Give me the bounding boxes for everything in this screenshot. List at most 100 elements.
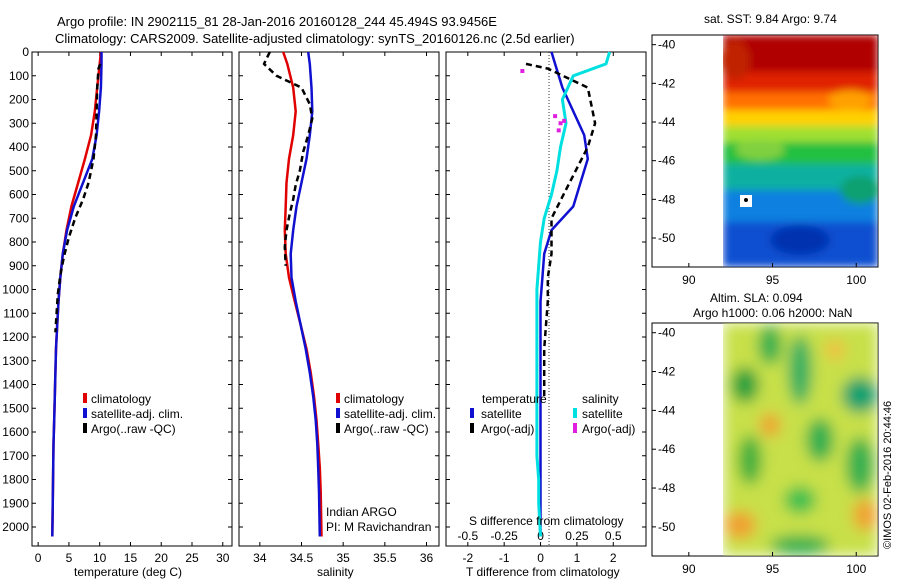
- x-tick-label: 5: [66, 551, 73, 565]
- y-tick-label: 200: [9, 93, 29, 107]
- salinity-axes: [238, 51, 440, 547]
- x-tick-label: 0: [35, 551, 42, 565]
- x-tick-label: 10: [93, 551, 107, 565]
- map-x-tick-label: 100: [846, 273, 866, 287]
- x-tick-label: 15: [124, 551, 138, 565]
- map-x-tick-label: 95: [766, 562, 780, 576]
- map-x-tick-label: 90: [682, 273, 696, 287]
- map-y-tick-label: -44: [658, 115, 676, 129]
- map-y-tick-label: -50: [658, 231, 676, 245]
- sst-map-title: sat. SST: 9.84 Argo: 9.74: [704, 12, 837, 26]
- series-point-salinity-argo-adj: [553, 114, 558, 119]
- salinity-legend: climatology satellite-adj. clim. Argo(..…: [336, 392, 436, 436]
- y-tick-label: 600: [9, 188, 29, 202]
- map-y-tick-label: -48: [658, 192, 676, 206]
- map-x-tick-label: 95: [766, 273, 780, 287]
- map-y-tick-label: -46: [658, 154, 676, 168]
- y-tick-label: 300: [9, 116, 29, 130]
- difference-series: [520, 51, 612, 537]
- x-tick-label: 1: [574, 551, 581, 565]
- sla-map-ticks: 90 95 100 -40 -42 -44 -46 -48 -50: [652, 326, 867, 576]
- temperature-legend-climatology: climatology: [91, 392, 151, 406]
- y-tick-label: 1700: [2, 449, 29, 463]
- y-tick-label: 1400: [2, 378, 29, 392]
- temperature-y-ticks: 0 100 200 300 400 500 600 700 800 900 1000 1100 1200…: [2, 45, 232, 534]
- salinity-annotation-line2: PI: M Ravichandran: [326, 520, 431, 534]
- map-y-tick-label: -46: [658, 442, 676, 456]
- difference-legend-header-temperature: temperature: [482, 392, 547, 406]
- y-tick-label: 1000: [2, 283, 29, 297]
- series-line-argo-raw-qc: [54, 63, 102, 333]
- map-x-tick-label: 100: [846, 562, 866, 576]
- salinity-xlabel: salinity: [317, 565, 354, 579]
- map-y-tick-label: -50: [658, 520, 676, 534]
- x-tick-label: 30: [216, 551, 230, 565]
- sla-map-title-line1: Altim. SLA: 0.094: [710, 291, 803, 305]
- x-tick-label: 36: [420, 551, 434, 565]
- figure-title-line2: Climatology: CARS2009. Satellite-adjuste…: [55, 31, 575, 46]
- series-point-salinity-argo-adj: [556, 128, 561, 133]
- series-line-argo-raw-qc: [262, 51, 314, 266]
- temperature-series: [51, 51, 103, 537]
- difference-legend-temperature-argo: Argo(-adj): [481, 422, 534, 436]
- y-tick-label: 1100: [3, 306, 29, 320]
- x-tick-label: 20: [155, 551, 169, 565]
- y-tick-label: 1300: [2, 354, 29, 368]
- difference-ticks: -2 -1 0 1 2-0.5 -0.25 0 0.25 0.5: [446, 51, 646, 565]
- salinity-series: [262, 51, 323, 537]
- y-tick-label: 1200: [2, 330, 29, 344]
- difference-xlabel: T difference from climatology: [466, 565, 620, 579]
- y-tick-label: 500: [9, 164, 29, 178]
- difference-legend-header-salinity: salinity: [582, 392, 619, 406]
- series-point-salinity-argo-adj: [562, 118, 567, 123]
- difference-legend: temperature salinity satellite Argo(-adj…: [470, 392, 635, 436]
- x-tick-label: 34.5: [290, 551, 314, 565]
- map-y-tick-label: -44: [658, 403, 676, 417]
- sst-map-panel: sat. SST: 9.84 Argo: 9.74: [651, 12, 879, 287]
- temperature-xlabel: temperature (deg C): [74, 565, 182, 579]
- difference-panel: -2 -1 0 1 2-0.5 -0.25 0 0.25 0.5 T difference fr…: [445, 51, 647, 579]
- temperature-axes: [31, 51, 233, 547]
- temperature-panel: 0100200300400500600700800900100011001200…: [2, 45, 233, 579]
- y-tick-label: 800: [9, 235, 29, 249]
- y-tick-label: 1500: [2, 401, 29, 415]
- figure-title-line1: Argo profile: IN 2902115_81 28-Jan-2016 …: [57, 14, 497, 29]
- salinity-legend-climatology: climatology: [344, 392, 404, 406]
- difference-legend-salinity-satellite: satellite: [582, 407, 623, 421]
- map-y-tick-label: -40: [658, 326, 676, 340]
- x-tick-label: 0: [537, 551, 544, 565]
- temperature-legend: climatology satellite-adj. clim. Argo(..…: [83, 392, 183, 436]
- salinity-legend-satellite: satellite-adj. clim.: [344, 407, 436, 421]
- y-tick-label: 700: [9, 211, 29, 225]
- sla-map-panel: Altim. SLA: 0.094 Argo h1000: 0.06 h2000…: [651, 291, 879, 576]
- top-tick-label: -0.25: [491, 529, 519, 543]
- x-tick-label: 35.5: [373, 551, 397, 565]
- series-point-salinity-argo-adj: [558, 121, 563, 126]
- y-tick-label: 900: [9, 259, 29, 273]
- sla-map-title-line2: Argo h1000: 0.06 h2000: NaN: [693, 306, 852, 320]
- top-tick-label: 0.25: [565, 529, 589, 543]
- y-tick-label: 400: [9, 140, 29, 154]
- y-tick-label: 1800: [2, 473, 29, 487]
- imos-credit: ©IMOS 02-Feb-2016 20:44:46: [882, 401, 894, 549]
- sst-heatmap: [723, 35, 878, 267]
- sst-map-ticks: 90 95 100 -40 -42 -44 -46 -48 -50: [652, 38, 867, 287]
- sla-heatmap: [723, 323, 878, 556]
- temperature-legend-satellite: satellite-adj. clim.: [91, 407, 183, 421]
- y-tick-label: 1600: [2, 425, 29, 439]
- salinity-ticks: 34 34.5 35 35.5 36: [239, 51, 439, 565]
- x-tick-label: 25: [185, 551, 199, 565]
- y-tick-label: 1900: [2, 496, 29, 510]
- y-tick-label: 0: [22, 45, 29, 59]
- x-tick-label: -2: [462, 551, 473, 565]
- salinity-legend-argo: Argo(..raw -QC): [344, 422, 429, 436]
- y-tick-label: 100: [9, 69, 29, 83]
- x-tick-label: 2: [610, 551, 617, 565]
- difference-xlabel-top: S difference from climatology: [469, 514, 624, 528]
- difference-legend-salinity-argo: Argo(-adj): [582, 422, 635, 436]
- difference-axes: [445, 51, 647, 547]
- temperature-legend-argo: Argo(..raw -QC): [91, 422, 176, 436]
- salinity-panel: 34 34.5 35 35.5 36 salinity climatology sate…: [238, 51, 440, 579]
- top-tick-label: -0.5: [457, 529, 478, 543]
